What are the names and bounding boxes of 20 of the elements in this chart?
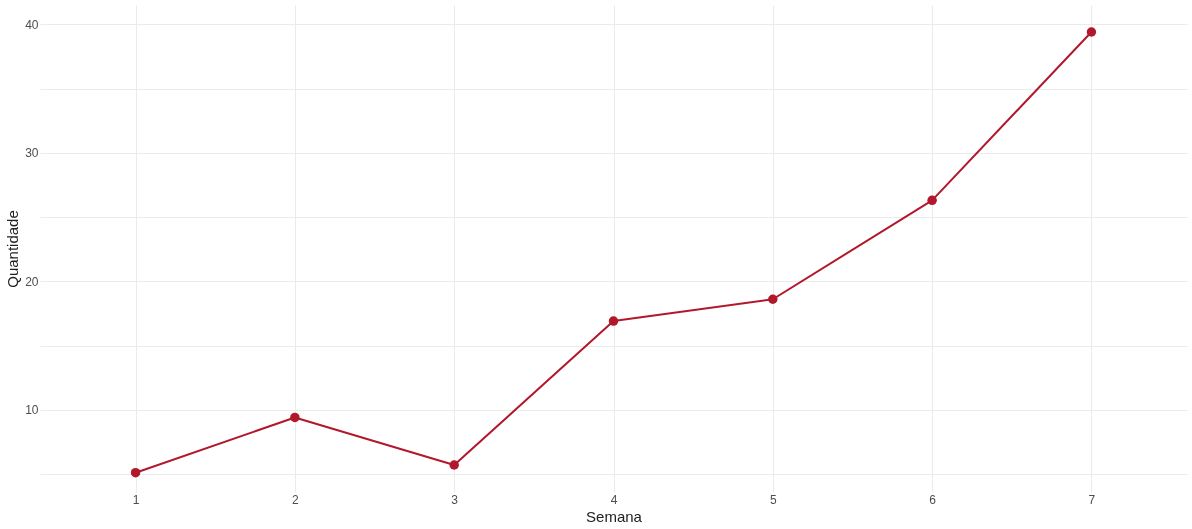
point: [608, 316, 619, 326]
point: [290, 412, 300, 423]
point: [927, 195, 937, 206]
x-tick-label: 7: [1088, 492, 1096, 507]
x-axis-title: Semana: [586, 507, 643, 525]
y-tick-label: 20: [25, 274, 39, 289]
y-tick-label: 40: [25, 17, 39, 32]
y-tick-label: 30: [25, 146, 39, 161]
point: [768, 294, 778, 304]
y-tick-label: 10: [25, 403, 39, 418]
point: [449, 460, 459, 470]
point: [130, 467, 141, 478]
y-axis-title: Quantidade: [4, 210, 22, 288]
x-tick-label: 4: [610, 492, 618, 507]
x-tick-label: 2: [292, 492, 300, 507]
x-tick-label: 3: [451, 492, 459, 507]
x-tick-label: 6: [929, 492, 937, 507]
point: [1086, 27, 1097, 37]
x-tick-label: 5: [769, 492, 777, 507]
x-tick-label: 1: [132, 492, 140, 507]
